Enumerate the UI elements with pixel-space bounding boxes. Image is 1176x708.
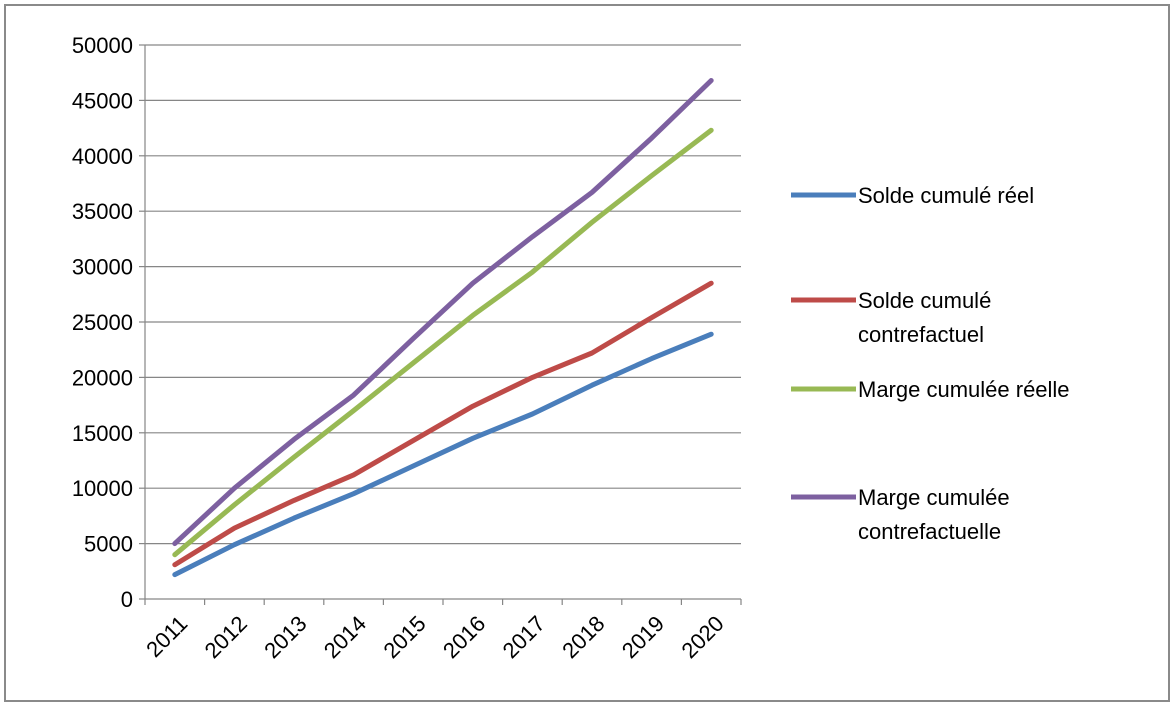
y-tick-label: 40000 — [72, 144, 133, 169]
x-tick-label: 2017 — [498, 611, 550, 663]
y-tick-label: 0 — [121, 587, 133, 612]
x-tick-label: 2018 — [557, 611, 609, 663]
legend-label: Marge cumulée — [858, 485, 1010, 510]
x-tick-label: 2014 — [319, 611, 371, 663]
legend-label: Solde cumulé — [858, 288, 991, 313]
y-tick-label: 15000 — [72, 421, 133, 446]
x-tick-label: 2015 — [378, 611, 430, 663]
x-tick-label: 2013 — [259, 611, 311, 663]
legend-label: contrefactuel — [858, 322, 984, 347]
y-tick-label: 45000 — [72, 88, 133, 113]
legend-label: Solde cumulé réel — [858, 183, 1034, 208]
series-line-2 — [172, 280, 714, 568]
x-tick-label: 2019 — [617, 611, 669, 663]
legend-label: contrefactuelle — [858, 519, 1001, 544]
legend-label: Marge cumulée réelle — [858, 377, 1070, 402]
y-tick-label: 10000 — [72, 476, 133, 501]
x-tick-label: 2016 — [438, 611, 490, 663]
series-line-3 — [172, 127, 714, 558]
series-line-4 — [172, 78, 714, 547]
y-tick-label: 25000 — [72, 310, 133, 335]
legend: Solde cumulé réel Solde cumulé contrefactu… — [791, 183, 1070, 544]
y-tick-label: 35000 — [72, 199, 133, 224]
y-tick-label: 30000 — [72, 255, 133, 280]
x-tick-label: 2012 — [200, 611, 252, 663]
x-tick-label: 2020 — [676, 611, 728, 663]
y-tick-label: 5000 — [84, 532, 133, 557]
series-lines — [172, 78, 714, 578]
y-tick-label: 50000 — [72, 33, 133, 58]
x-tick-label: 2011 — [141, 611, 192, 662]
gridlines — [145, 44, 741, 545]
y-tick-label: 20000 — [72, 365, 133, 390]
series-line-1 — [172, 331, 714, 578]
